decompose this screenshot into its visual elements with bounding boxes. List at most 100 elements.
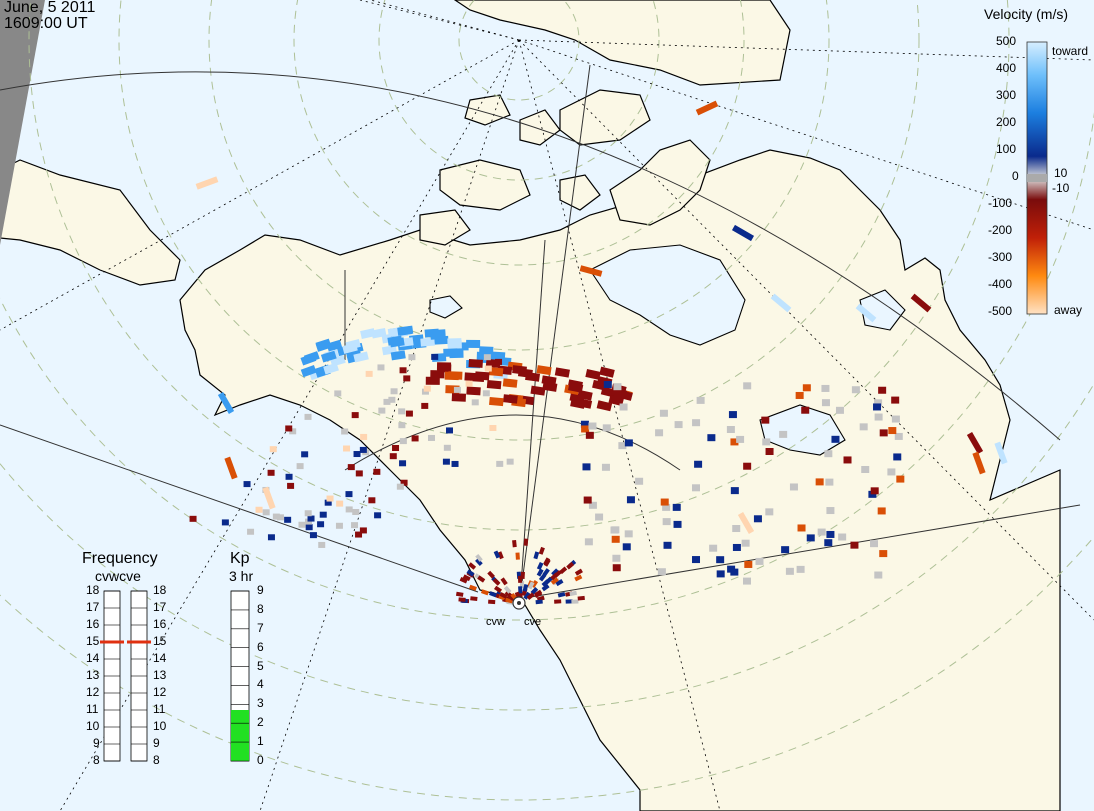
velocity-cell <box>662 503 671 511</box>
kp-tick-label: 9 <box>257 583 264 597</box>
velocity-cell <box>373 468 381 475</box>
velocity-cell <box>896 475 905 483</box>
velocity-cell <box>797 524 806 532</box>
velocity-cell <box>477 575 486 583</box>
velocity-cell <box>442 458 450 465</box>
velocity-cell <box>873 403 882 411</box>
velocity-cell <box>298 521 306 528</box>
velocity-cell <box>538 546 545 555</box>
velocity-cell <box>387 335 403 346</box>
hudson-bay <box>589 244 746 346</box>
velocity-cell <box>484 365 492 372</box>
velocity-cell <box>388 396 396 403</box>
velocity-tick-label: 400 <box>996 61 1017 75</box>
velocity-tick-label: -200 <box>988 223 1013 237</box>
velocity-cell <box>443 444 451 451</box>
velocity-cell <box>317 521 325 528</box>
velocity-cell <box>622 543 631 551</box>
siberia-landmass <box>0 159 181 286</box>
velocity-cell <box>284 516 292 523</box>
frequency-tick-left: 16 <box>86 617 100 631</box>
velocity-cell <box>534 591 543 599</box>
velocity-cell <box>663 541 672 549</box>
velocity-cell <box>468 359 483 368</box>
frequency-tick-right: 16 <box>153 617 167 631</box>
velocity-cell <box>496 460 504 467</box>
kp-tick-label: 3 <box>257 696 264 711</box>
velocity-cell <box>523 591 531 600</box>
velocity-cell <box>527 581 535 590</box>
velocity-cell <box>596 400 613 412</box>
velocity-cell <box>488 599 496 605</box>
fov-outer-arc <box>0 71 1061 441</box>
velocity-cell <box>879 550 888 558</box>
velocity-cell <box>489 591 497 598</box>
velocity-cell <box>458 597 466 602</box>
velocity-cell <box>307 515 315 522</box>
velocity-cell <box>455 591 464 597</box>
velocity-cell <box>360 433 368 440</box>
velocity-cell <box>427 434 435 441</box>
velocity-cell <box>493 550 501 559</box>
velocity-cell <box>405 410 413 417</box>
velocity-cell <box>806 534 815 542</box>
velocity-cell <box>730 438 739 446</box>
velocity-cell <box>423 385 431 392</box>
velocity-cell <box>731 224 755 242</box>
velocity-cell <box>503 394 518 404</box>
velocity-cell <box>824 539 833 547</box>
velocity-cell <box>550 577 559 585</box>
frequency-title: Frequency <box>82 550 158 567</box>
velocity-cell <box>870 487 879 495</box>
velocity-cell <box>398 422 406 429</box>
velocity-cell <box>255 506 263 513</box>
velocity-cell <box>389 453 397 460</box>
velocity-cell <box>815 478 824 486</box>
velocity-cell <box>267 469 275 476</box>
frequency-tick-left: 15 <box>86 634 100 648</box>
velocity-cell <box>859 423 868 431</box>
velocity-cell <box>893 453 902 461</box>
velocity-cell <box>287 482 295 489</box>
velocity-cell <box>475 558 483 566</box>
kp-tick-label: 4 <box>257 677 264 692</box>
velocity-cell <box>512 365 527 375</box>
frequency-tick-left: 8 <box>93 753 100 767</box>
velocity-away-label: away <box>1054 303 1083 317</box>
velocity-cell <box>555 579 564 587</box>
velocity-cell <box>399 438 407 445</box>
velocity-cell <box>320 350 337 363</box>
velocity-cell <box>368 497 376 504</box>
velocity-cell <box>466 569 475 577</box>
velocity-cell <box>894 432 903 440</box>
velocity-cell <box>506 458 514 465</box>
frequency-tick-left: 12 <box>86 685 100 699</box>
frequency-radar-codes: cvwcve <box>95 568 141 584</box>
velocity-cell <box>530 385 546 396</box>
velocity-cell <box>506 593 515 601</box>
banks-island <box>419 209 471 246</box>
frequency-tick-left: 17 <box>86 600 100 614</box>
velocity-colorbar <box>1026 41 1048 315</box>
velocity-toward-label: toward <box>1052 44 1089 58</box>
velocity-cell <box>709 544 718 552</box>
velocity-cell <box>618 442 627 450</box>
velocity-cell <box>399 367 407 374</box>
velocity-cell <box>743 382 752 390</box>
velocity-cell <box>262 486 276 510</box>
velocity-cell <box>323 362 339 375</box>
velocity-cell <box>541 583 550 592</box>
velocity-cell <box>319 511 327 518</box>
velocity-cell <box>761 416 770 424</box>
velocity-cell <box>499 592 508 599</box>
velocity-cell <box>826 530 835 538</box>
velocity-cell <box>673 520 682 528</box>
velocity-cell <box>855 303 877 323</box>
velocity-cell <box>635 477 644 485</box>
velocity-cell <box>838 533 847 541</box>
velocity-cell <box>583 496 592 504</box>
kp-tick-label: 2 <box>257 715 264 730</box>
velocity-cell <box>825 478 834 486</box>
